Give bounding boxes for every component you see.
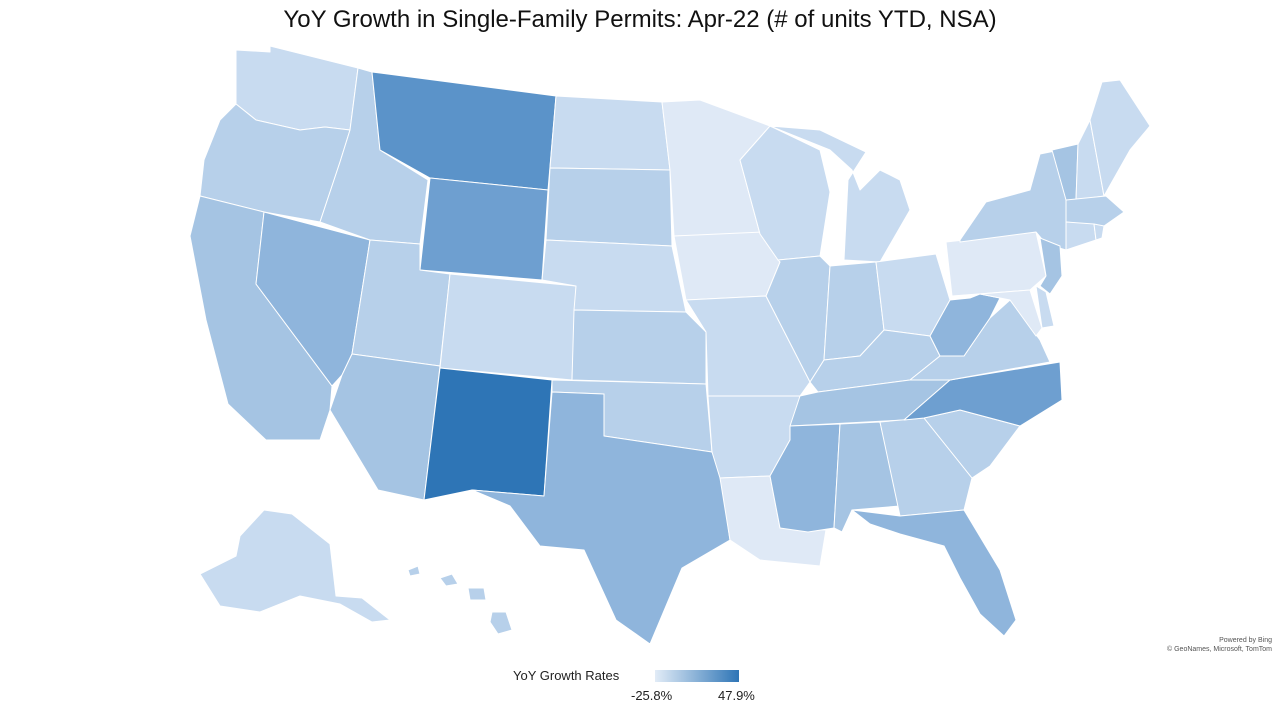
state-WI[interactable]	[739, 125, 831, 261]
legend-title: YoY Growth Rates	[513, 668, 620, 683]
map-title: YoY Growth in Single-Family Permits: Apr…	[283, 6, 997, 33]
attribution-line-2: © GeoNames, Microsoft, TomTom	[1167, 646, 1272, 653]
state-RI[interactable]	[1093, 223, 1105, 241]
state-NJ[interactable]	[1039, 237, 1063, 295]
legend-max-label: 47.9%	[718, 688, 755, 703]
state-NM[interactable]	[423, 367, 553, 501]
state-ND[interactable]	[549, 95, 671, 171]
map-attribution: Powered by Bing © GeoNames, Microsoft, T…	[1167, 636, 1272, 654]
state-WA[interactable]	[235, 45, 359, 131]
state-CT[interactable]	[1065, 221, 1097, 251]
legend-min-label: -25.8%	[631, 688, 673, 703]
state-HI[interactable]	[407, 565, 513, 635]
state-MA[interactable]	[1065, 195, 1125, 227]
state-NY[interactable]	[959, 149, 1069, 251]
state-AK[interactable]	[199, 509, 391, 623]
attribution-line-1: Powered by Bing	[1219, 637, 1272, 644]
state-MD[interactable]	[979, 289, 1043, 337]
state-AZ[interactable]	[329, 353, 441, 501]
state-KS[interactable]	[571, 309, 707, 385]
legend-gradient-bar	[655, 670, 739, 682]
state-CO[interactable]	[439, 273, 577, 381]
state-MI[interactable]	[769, 125, 911, 263]
state-WY[interactable]	[419, 177, 549, 281]
state-FL[interactable]	[851, 509, 1017, 637]
state-SD[interactable]	[545, 167, 673, 247]
state-TX[interactable]	[471, 391, 731, 645]
color-legend: YoY Growth Rates -25.8% 47.9%	[0, 668, 1280, 708]
state-DE[interactable]	[1035, 285, 1055, 329]
state-IA[interactable]	[673, 231, 781, 301]
